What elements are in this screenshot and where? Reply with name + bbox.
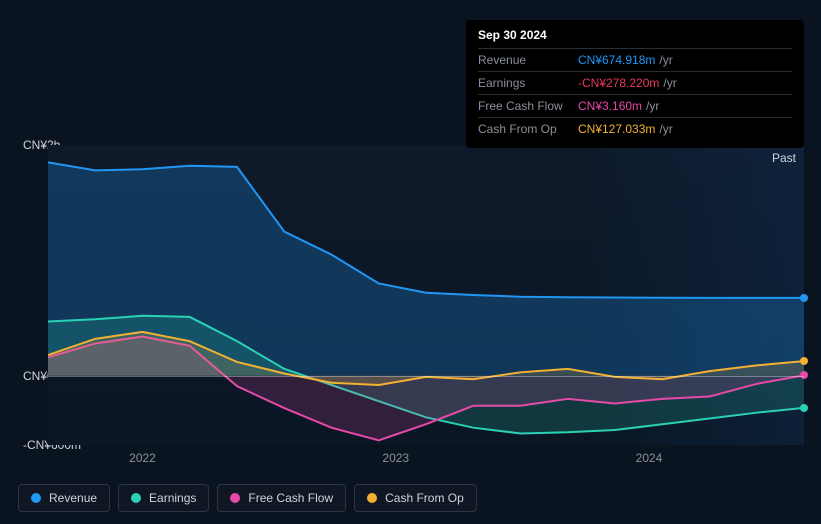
tooltip-metric-label: Free Cash Flow [478,99,578,113]
chart-plot-area[interactable]: Past [48,145,804,445]
chart-svg [48,145,804,445]
tooltip-metric-unit: /yr [663,76,676,90]
series-end-marker [800,357,808,365]
tooltip-metric-value: CN¥674.918m [578,53,655,67]
tooltip-metric-unit: /yr [659,53,672,67]
tooltip-row: Free Cash FlowCN¥3.160m/yr [478,94,792,117]
tooltip-row: Earnings-CN¥278.220m/yr [478,71,792,94]
tooltip-metric-unit: /yr [646,99,659,113]
legend-item[interactable]: Earnings [118,484,209,512]
series-end-marker [800,404,808,412]
x-axis-label: 2022 [129,451,156,465]
chart-legend: Revenue Earnings Free Cash Flow Cash From O… [18,484,477,512]
legend-item[interactable]: Free Cash Flow [217,484,346,512]
x-axis-label: 2023 [382,451,409,465]
tooltip-metric-value: -CN¥278.220m [578,76,659,90]
tooltip-date: Sep 30 2024 [478,28,792,48]
x-axis-label: 2024 [636,451,663,465]
tooltip-row: RevenueCN¥674.918m/yr [478,48,792,71]
legend-label: Free Cash Flow [248,491,333,505]
legend-label: Cash From Op [385,491,464,505]
tooltip-metric-value: CN¥127.033m [578,122,655,136]
legend-swatch [367,493,377,503]
legend-label: Revenue [49,491,97,505]
tooltip-row: Cash From OpCN¥127.033m/yr [478,117,792,140]
legend-item[interactable]: Revenue [18,484,110,512]
zero-baseline [48,376,804,377]
tooltip-metric-label: Cash From Op [478,122,578,136]
legend-swatch [131,493,141,503]
legend-item[interactable]: Cash From Op [354,484,477,512]
financials-chart: CN¥2bCN¥0-CN¥600m Past 202220232024 [18,125,804,475]
series-end-marker [800,294,808,302]
legend-swatch [230,493,240,503]
tooltip-metric-value: CN¥3.160m [578,99,642,113]
tooltip-metric-label: Revenue [478,53,578,67]
tooltip-metric-unit: /yr [659,122,672,136]
chart-tooltip: Sep 30 2024 RevenueCN¥674.918m/yrEarning… [466,20,804,148]
legend-label: Earnings [149,491,196,505]
tooltip-metric-label: Earnings [478,76,578,90]
legend-swatch [31,493,41,503]
